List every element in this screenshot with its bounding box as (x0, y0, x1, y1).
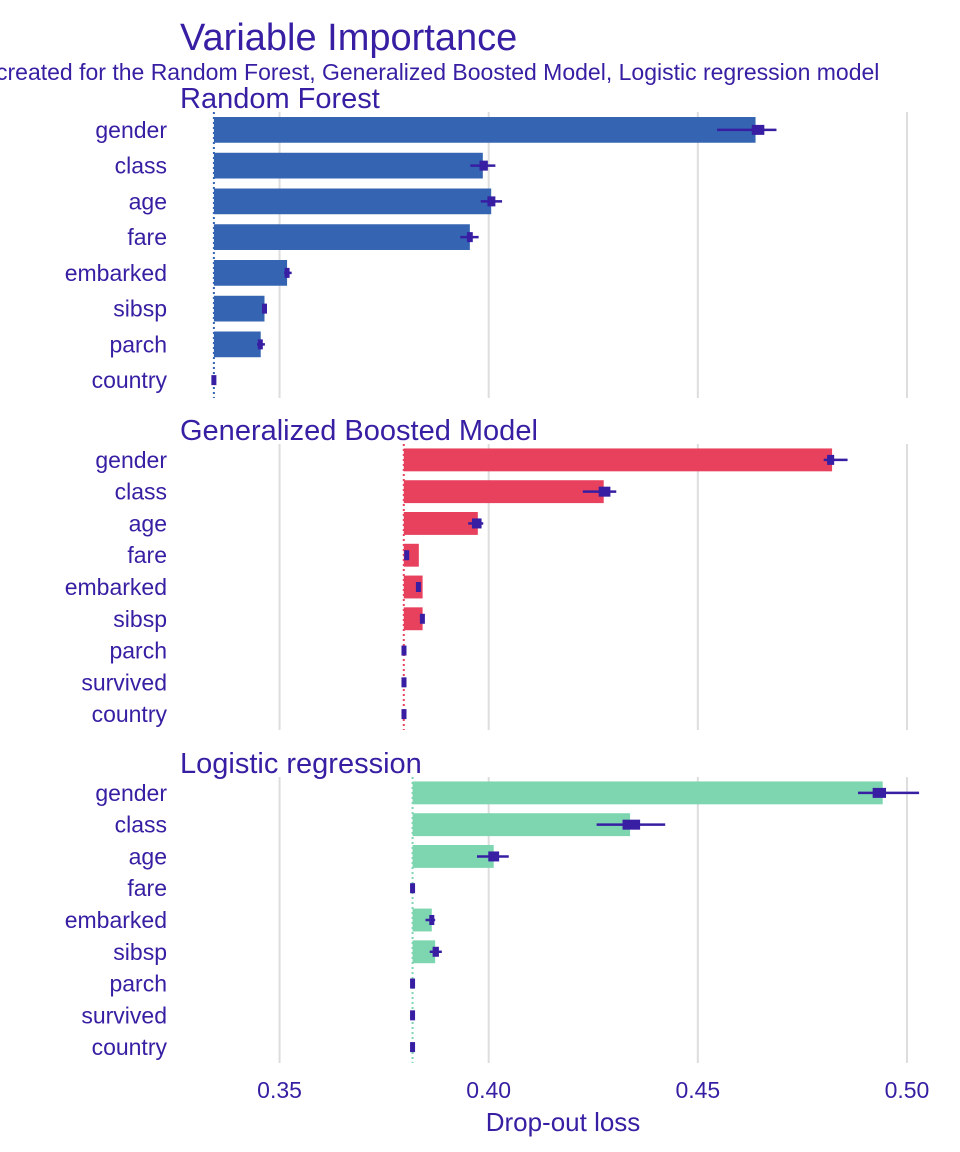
bar-class (412, 813, 631, 837)
box-embarked (429, 915, 435, 925)
panel-2: Generalized Boosted Model gender class age f… (65, 415, 908, 730)
y-tick-label: survived (81, 1002, 167, 1028)
box-survived (410, 1010, 416, 1021)
box-class (622, 819, 641, 830)
box-country (410, 1042, 416, 1053)
box-gender (872, 787, 887, 798)
bar-age (213, 188, 492, 215)
box-gender (827, 454, 835, 465)
box-parch (410, 978, 416, 989)
y-tick-label: age (129, 510, 167, 536)
bar-fare (213, 224, 470, 250)
y-tick-label: embarked (65, 574, 167, 600)
box-fare (466, 232, 473, 243)
box-fare (404, 550, 410, 561)
box-parch (401, 645, 407, 656)
y-tick-label: embarked (65, 907, 167, 933)
bar-gender (403, 448, 833, 472)
bar-embarked (213, 260, 288, 286)
y-tick-label: fare (127, 875, 167, 901)
x-tick-label: 0.35 (257, 1077, 302, 1103)
y-tick-label: survived (81, 669, 167, 695)
y-tick-label: class (115, 479, 167, 505)
y-tick-label: parch (109, 971, 167, 997)
box-age (487, 196, 496, 207)
box-fare (410, 883, 416, 894)
y-tick-label: gender (95, 117, 167, 143)
bar-gender (213, 117, 756, 143)
box-sibsp (261, 303, 267, 314)
y-tick-label: parch (109, 331, 167, 357)
bar-sibsp (213, 295, 265, 322)
panel-3: Logistic regression gender class age fare emb… (65, 748, 920, 1063)
bar-age (403, 512, 478, 535)
box-age (471, 518, 482, 529)
box-embarked (284, 267, 290, 278)
chart-title: Variable Importance (180, 17, 517, 59)
box-sibsp (419, 613, 425, 624)
bar-class (213, 152, 483, 179)
bar-fare (403, 543, 419, 567)
box-parch (257, 339, 263, 350)
x-axis-label: Drop-out loss (486, 1107, 641, 1137)
box-country (211, 375, 217, 386)
panel-title: Random Forest (180, 83, 380, 115)
panel-title: Logistic regression (180, 748, 422, 780)
y-tick-label: embarked (65, 260, 167, 286)
chart-subtitle: created for the Random Forest, Generaliz… (0, 59, 879, 85)
box-class (598, 486, 611, 497)
y-tick-label: gender (95, 780, 167, 806)
panel-title: Generalized Boosted Model (180, 415, 538, 447)
box-embarked (415, 582, 421, 592)
y-tick-label: country (92, 701, 168, 727)
box-gender (751, 124, 765, 135)
x-tick-label: 0.40 (466, 1077, 511, 1103)
y-tick-label: fare (127, 224, 167, 250)
y-tick-label: parch (109, 638, 167, 664)
y-tick-label: fare (127, 542, 167, 568)
y-tick-label: sibsp (113, 296, 167, 322)
bar-sibsp (403, 607, 423, 631)
box-country (401, 709, 407, 720)
x-tick-label: 0.45 (675, 1077, 720, 1103)
y-tick-label: sibsp (113, 939, 167, 965)
bar-embarked (412, 908, 432, 932)
panels: Random Forest gender class age fare embarked s… (65, 83, 920, 1063)
y-tick-label: gender (95, 447, 167, 473)
y-tick-label: age (129, 843, 167, 869)
y-tick-label: age (129, 188, 167, 214)
bar-embarked (403, 575, 423, 599)
y-tick-label: class (115, 153, 167, 179)
y-tick-label: sibsp (113, 606, 167, 632)
box-age (488, 851, 500, 862)
bar-class (403, 480, 604, 504)
bar-sibsp (412, 940, 436, 964)
y-tick-label: country (92, 367, 168, 393)
bar-parch (213, 331, 261, 358)
y-tick-label: class (115, 812, 167, 838)
box-survived (401, 677, 407, 688)
panel-1: Random Forest gender class age fare embarked s… (65, 83, 908, 398)
y-tick-label: country (92, 1034, 168, 1060)
bar-gender (412, 781, 883, 805)
x-tick-label: 0.50 (885, 1077, 930, 1103)
box-sibsp (432, 946, 439, 957)
box-class (479, 160, 488, 171)
bar-age (412, 845, 494, 868)
x-axis: 0.35 0.40 0.45 0.50 (257, 1077, 929, 1103)
